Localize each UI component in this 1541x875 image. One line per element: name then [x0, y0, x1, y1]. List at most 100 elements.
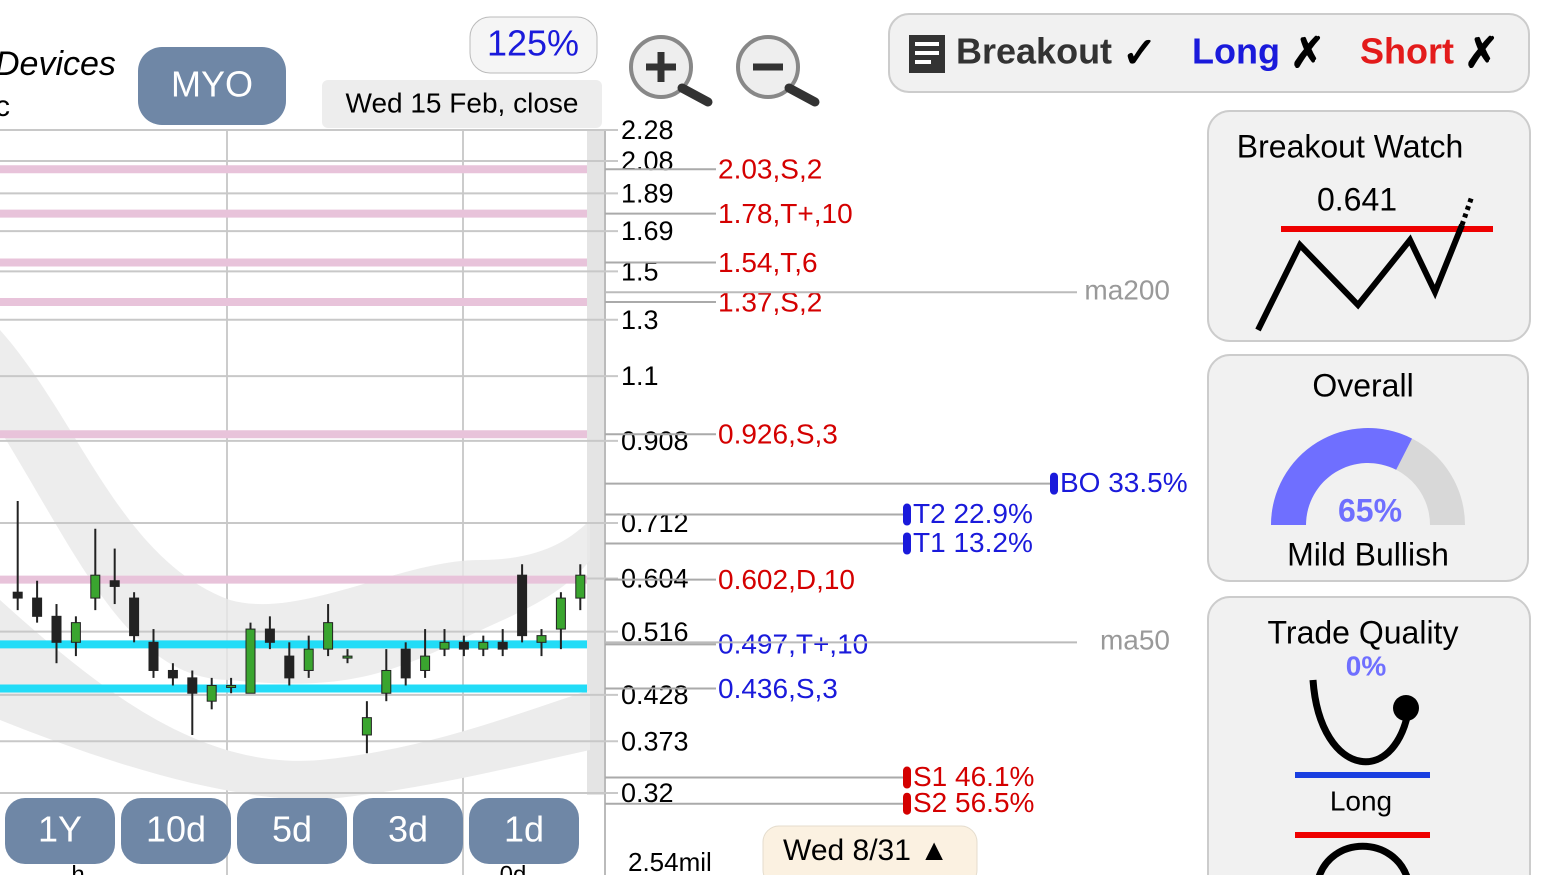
range-button[interactable]	[353, 798, 463, 864]
candle-body	[109, 580, 120, 587]
candle-body	[284, 655, 295, 679]
date: Wed 15 Feb, close	[346, 87, 579, 118]
range-label: 5d	[272, 809, 312, 850]
candle-body	[167, 669, 178, 679]
candle-body	[439, 641, 450, 650]
zoom-out[interactable]	[736, 35, 820, 107]
symbol-button[interactable]	[138, 47, 286, 125]
candle-body	[575, 574, 586, 599]
candle-body	[497, 641, 508, 650]
range-button[interactable]	[469, 798, 579, 864]
side: Long	[1330, 785, 1392, 816]
y-tick-label: 0.428	[621, 680, 689, 710]
zoom-in[interactable]	[629, 35, 713, 107]
range-button[interactable]	[237, 798, 347, 864]
zoom-badge[interactable]	[469, 16, 598, 74]
icon	[1316, 842, 1410, 875]
range-label: 3d	[388, 809, 428, 850]
verdict: Mild Bullish	[1287, 536, 1449, 572]
level-label: 1.54,T,6	[718, 247, 818, 278]
y-tick-label: 1.69	[621, 216, 674, 246]
icon	[1393, 695, 1419, 721]
target-label: S1 46.1%	[913, 761, 1034, 792]
signal-label: Long	[1192, 31, 1280, 72]
y-tick-label: 1.5	[621, 256, 659, 286]
y-tick-label: 0.373	[621, 726, 689, 756]
target-label: T2 22.9%	[913, 498, 1033, 529]
signal-label: Breakout	[956, 31, 1112, 72]
candle-body	[381, 669, 392, 694]
icon	[1309, 679, 1414, 766]
volume: 2.54mil	[628, 847, 712, 875]
range-button[interactable]	[121, 798, 231, 864]
candle-body	[361, 717, 372, 736]
target-label: T1 13.2%	[913, 527, 1033, 558]
level-label: 1.37,S,2	[718, 286, 822, 317]
candle-body	[420, 655, 431, 671]
bottom-label: h	[71, 861, 84, 875]
candle-body	[187, 677, 198, 694]
bottom-label: 0d	[500, 861, 527, 875]
y-tick-label: 1.89	[621, 178, 674, 208]
signal-label: Short	[1360, 31, 1454, 72]
candle-body	[536, 635, 547, 643]
candle-body	[245, 628, 256, 694]
target-label: S2 56.5%	[913, 787, 1034, 818]
y-tick-label: 2.28	[621, 115, 674, 145]
company-name: Devices	[0, 45, 116, 83]
candle-body	[458, 641, 469, 650]
panel-title: Breakout Watch	[1237, 128, 1463, 164]
y-tick-label: 0.908	[621, 426, 689, 456]
range-button[interactable]	[5, 798, 115, 864]
ma-band	[0, 330, 590, 684]
candle-body	[206, 684, 217, 702]
signal-mark: ✗	[1464, 29, 1499, 76]
date-badge[interactable]	[762, 825, 978, 875]
candle-body	[555, 597, 566, 630]
candle-body	[342, 655, 353, 659]
target-marker	[1050, 472, 1058, 495]
range-label: 10d	[146, 809, 206, 850]
quality-label: 0%	[1346, 650, 1387, 681]
y-tick-label: 1.1	[621, 361, 659, 391]
ma-label: ma50	[1100, 625, 1170, 656]
icon	[1255, 223, 1465, 332]
candle-body	[129, 597, 140, 637]
target-marker	[903, 792, 911, 815]
candle-body	[148, 641, 159, 671]
range-label: 1d	[504, 809, 544, 850]
panel-title: Trade Quality	[1268, 614, 1459, 650]
candle-body	[90, 574, 101, 599]
level-label: 2.03,S,2	[718, 154, 822, 185]
panel-value: 0.641	[1317, 181, 1397, 217]
level-label: 0.926,S,3	[718, 419, 838, 450]
candle-body	[323, 622, 334, 650]
symbol: MYO	[171, 64, 253, 105]
candle-body	[12, 591, 23, 599]
level-label: 0.497,T+,10	[718, 629, 868, 660]
candle-body	[32, 597, 43, 617]
date-badge-text: Wed 8/31 ▲	[783, 834, 949, 867]
level-label: 0.436,S,3	[718, 673, 838, 704]
candle-body	[517, 574, 528, 637]
date-box	[322, 80, 602, 128]
target-marker	[903, 532, 911, 555]
ma-label: ma200	[1084, 275, 1170, 306]
candle-body	[226, 684, 237, 688]
right-strip	[587, 130, 605, 795]
panel[interactable]	[1207, 596, 1531, 875]
gauge-label: 65%	[1338, 492, 1402, 528]
signal-mark: ✓	[1122, 29, 1157, 76]
candle-body	[478, 641, 489, 650]
candle-body	[264, 628, 275, 643]
level-label: 0.602,D,10	[718, 564, 855, 595]
y-tick-label: 1.3	[621, 305, 659, 335]
range-label: 1Y	[38, 809, 82, 850]
target-marker	[903, 503, 911, 526]
candle-body	[51, 615, 62, 643]
y-tick-label: 2.08	[621, 146, 674, 176]
menu-icon[interactable]	[909, 35, 945, 73]
ma-band	[0, 600, 590, 800]
